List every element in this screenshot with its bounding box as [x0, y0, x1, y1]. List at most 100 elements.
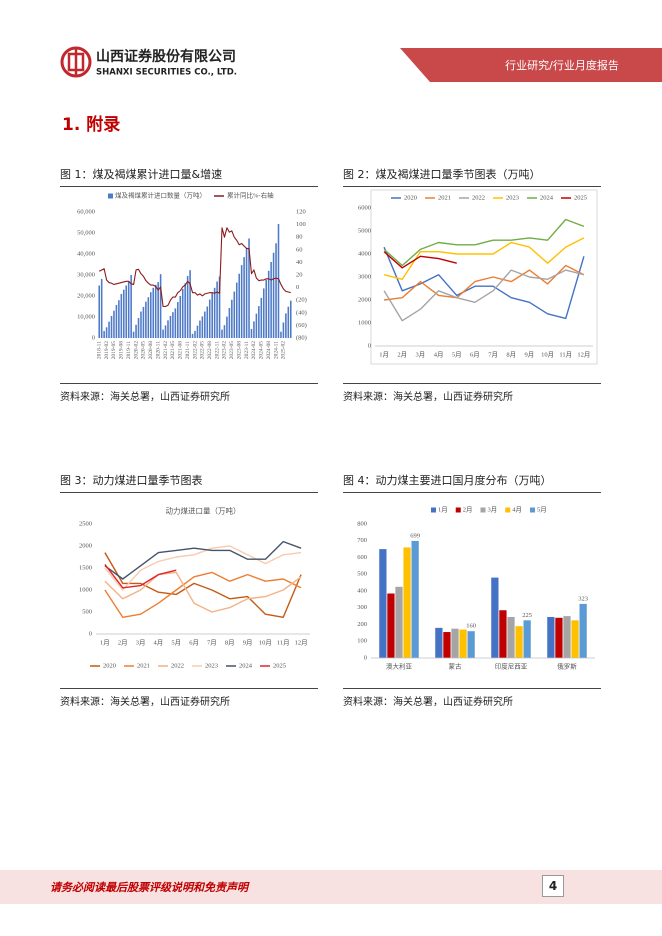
- legend-label: 累计同比%-右轴: [227, 190, 274, 199]
- data-label: 225: [522, 612, 532, 619]
- bar: [130, 275, 132, 338]
- y-tick-label: 3000: [358, 273, 371, 280]
- x-tick-label: 蒙古: [449, 661, 463, 670]
- x-tick-label: 2023-02: [222, 341, 228, 360]
- x-tick-label: 2021-02: [163, 341, 169, 360]
- bar: [147, 297, 150, 338]
- y-tick-label: 1000: [358, 319, 371, 326]
- y-tick-label: 100: [357, 638, 367, 645]
- x-tick-label: 6月: [189, 638, 199, 646]
- bar: [228, 307, 231, 338]
- bar: [132, 331, 135, 338]
- x-tick-label: 2019-08: [119, 341, 125, 360]
- bar: [157, 282, 159, 338]
- line: [383, 269, 585, 322]
- chart: 0 10,000 20,000 30,000 40,000 50,000 60,000 (80…: [77, 190, 307, 360]
- bar: [411, 540, 419, 658]
- y-tick-label: 200: [357, 621, 367, 628]
- bar: [218, 276, 221, 338]
- x-tick-label: 2019-02: [104, 341, 110, 360]
- bar: [499, 610, 507, 658]
- y-tick-label: 2000: [358, 296, 371, 303]
- y-tick-label: 120: [296, 208, 306, 215]
- x-tick-label: 2021-05: [170, 341, 176, 360]
- legend-label: 2021: [137, 662, 150, 669]
- bar: [159, 274, 162, 338]
- line: [104, 571, 302, 613]
- bar: [255, 313, 258, 338]
- y-tick-label: 0: [368, 342, 371, 349]
- bar: [231, 299, 233, 338]
- legend-label: 3月: [488, 505, 498, 513]
- header: 山西证券股份有限公司 SHANXI SECURITIES CO., LTD. 行…: [60, 46, 662, 82]
- x-tick-label: 8月: [225, 638, 235, 646]
- bar: [167, 320, 169, 338]
- logo: [60, 46, 92, 78]
- bar: [154, 284, 157, 338]
- bar: [186, 276, 189, 338]
- y-tick-label: 1000: [79, 586, 92, 593]
- bar: [164, 325, 167, 338]
- bar: [579, 603, 587, 658]
- legend-label: 2025: [273, 662, 286, 669]
- y-tick-label: 2500: [79, 520, 92, 527]
- bar: [172, 312, 174, 338]
- bar: [213, 287, 216, 338]
- y-tick-label: 0: [364, 654, 367, 661]
- data-label: 323: [578, 595, 588, 602]
- bar: [555, 617, 563, 658]
- bar: [443, 632, 451, 658]
- bar: [507, 616, 515, 658]
- bar: [211, 293, 213, 338]
- bar: [135, 324, 137, 338]
- x-tick-label: 2022-02: [192, 341, 198, 360]
- y-tick-label: 50,000: [77, 229, 95, 236]
- legend-swatch: [505, 507, 511, 513]
- legend-label: 2023: [506, 194, 519, 201]
- y-tick-label: 500: [82, 608, 92, 615]
- y-tick-label: 700: [357, 537, 367, 544]
- bar: [145, 301, 147, 338]
- y-tick-label: 20,000: [77, 292, 95, 299]
- x-tick-label: 10月: [541, 350, 554, 358]
- report-type: 行业研究/行业月度报告: [505, 58, 619, 72]
- legend-label: 2020: [404, 194, 417, 201]
- bar: [451, 628, 459, 658]
- y-tick-label: 80: [296, 234, 303, 241]
- bar: [226, 316, 228, 338]
- x-tick-label: 2021-11: [185, 341, 191, 359]
- y-tick-label: 40,000: [77, 250, 95, 257]
- figure-caption: 图 1：煤及褐煤累计进口量&增速: [60, 166, 318, 187]
- x-tick-label: 12月: [577, 350, 590, 358]
- bar: [140, 311, 142, 338]
- x-tick-label: 2020-08: [148, 341, 154, 360]
- line: [104, 545, 302, 591]
- x-tick-label: 2020-11: [155, 341, 161, 359]
- bar: [563, 616, 571, 658]
- bar: [248, 238, 250, 338]
- y-tick-label: 30,000: [77, 271, 95, 278]
- bar: [204, 311, 206, 338]
- bar: [196, 325, 199, 338]
- x-tick-label: 2023-08: [236, 341, 242, 360]
- x-tick-label: 2019-05: [111, 341, 117, 360]
- legend-swatch: [455, 507, 461, 513]
- x-tick-label: 9月: [243, 638, 253, 646]
- x-tick-label: 5月: [452, 350, 462, 358]
- bar: [191, 333, 194, 338]
- bar: [122, 289, 125, 338]
- x-tick-label: 2月: [118, 638, 128, 646]
- legend-label: 煤及褐煤累计进口数量（万吨）: [115, 190, 206, 199]
- bar: [491, 577, 499, 658]
- x-tick-label: 3月: [416, 350, 426, 358]
- y-tick-label: 400: [357, 587, 367, 594]
- bar: [113, 310, 115, 338]
- bar: [223, 325, 226, 338]
- data-label: 160: [466, 623, 476, 630]
- y-tick-label: 20: [296, 271, 303, 278]
- bar: [260, 297, 263, 338]
- bar: [287, 306, 290, 338]
- figure-source: 资料来源：海关总署，山西证券研究所: [343, 688, 601, 708]
- x-tick-label: 2020-02: [133, 341, 139, 360]
- y-tick-label: (60): [296, 322, 307, 329]
